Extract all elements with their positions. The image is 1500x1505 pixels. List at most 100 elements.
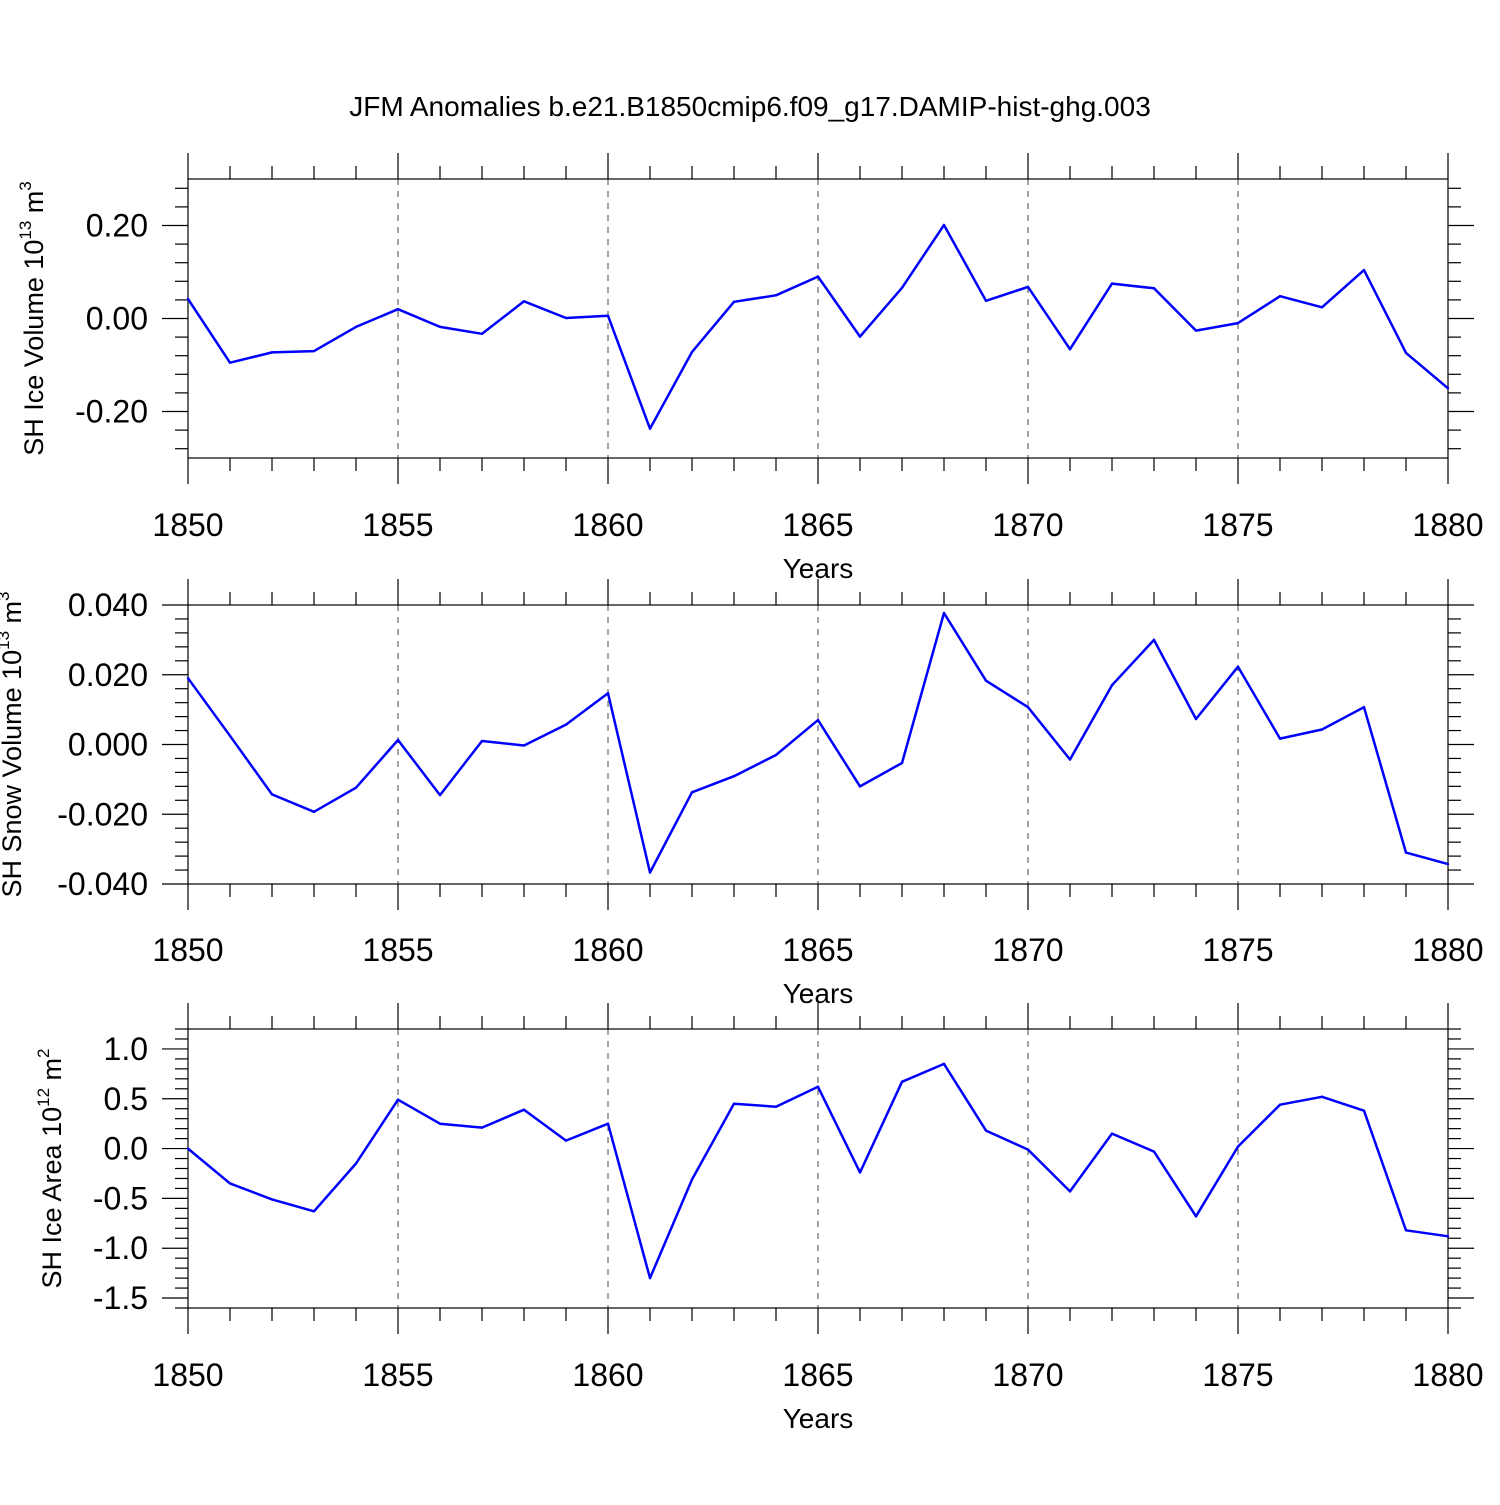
y-tick-label: -0.5 (93, 1180, 148, 1216)
data-point (186, 677, 190, 680)
data-point (984, 299, 988, 303)
data-point (900, 761, 904, 765)
data-point (1026, 705, 1030, 709)
data-point (1320, 1095, 1324, 1098)
data-point (606, 314, 610, 317)
x-axis-title: Years (783, 1403, 854, 1434)
panel-1: -0.20 0.00 0.20 1850 1855 1860 1865 1870 1875 188… (16, 153, 1484, 584)
data-point (1152, 638, 1156, 642)
data-point (438, 325, 442, 329)
data-point (438, 793, 442, 797)
data-point (522, 300, 526, 303)
data-point (606, 1122, 610, 1125)
data-point (354, 786, 358, 789)
data-point (1278, 737, 1282, 740)
data-point (816, 275, 820, 278)
x-tick-label: 1860 (572, 507, 643, 543)
data-point (186, 297, 190, 301)
data-point (1278, 294, 1282, 298)
y-tick-label: -0.020 (57, 796, 148, 832)
data-point (522, 744, 526, 747)
y-axis-title-unit-exponent: 3 (16, 181, 35, 190)
chart-panels: -0.20 0.00 0.20 1850 1855 1860 1865 1870 1875 188… (0, 153, 1484, 1434)
data-point (774, 1105, 778, 1108)
data-point (480, 739, 484, 743)
x-tick-label: 1860 (572, 1357, 643, 1393)
data-point (270, 1198, 274, 1201)
y-axis-title-unit-exponent: 2 (34, 1049, 53, 1058)
y-tick-label: -1.0 (93, 1230, 148, 1266)
data-point (816, 718, 820, 722)
data-point (396, 738, 400, 742)
data-point (858, 785, 862, 788)
data-point (606, 692, 610, 695)
data-point (564, 316, 568, 320)
x-tick-label: 1880 (1412, 507, 1483, 543)
data-point (1194, 717, 1198, 721)
data-point (1404, 351, 1408, 355)
data-point (1026, 1148, 1030, 1151)
data-point (648, 1276, 652, 1280)
data-point (312, 1210, 316, 1213)
x-tick-label: 1880 (1412, 1357, 1483, 1393)
data-point (228, 1182, 232, 1185)
data-point (1446, 387, 1450, 390)
data-point (774, 294, 778, 297)
y-axis-title: SH Ice Volume 1013 m3 (16, 181, 49, 456)
data-point (1110, 1132, 1114, 1135)
data-point (228, 734, 232, 737)
data-point (1068, 1190, 1072, 1193)
x-tick-label: 1860 (572, 932, 643, 968)
data-point (900, 1080, 904, 1084)
data-point (648, 427, 652, 430)
data-point (1026, 285, 1030, 289)
data-point (480, 1126, 484, 1129)
y-axis-title-main: SH Ice Area 10 (37, 1107, 67, 1289)
y-tick-label: -0.20 (75, 394, 148, 430)
data-point (1362, 268, 1366, 272)
data-point (858, 335, 862, 338)
data-point (816, 1085, 820, 1088)
y-tick-label: 0.20 (86, 208, 148, 244)
x-tick-label: 1870 (992, 932, 1063, 968)
x-tick-label: 1875 (1202, 932, 1273, 968)
y-tick-label: 0.0 (104, 1131, 148, 1167)
data-point (942, 611, 946, 615)
data-point (648, 871, 652, 874)
y-axis-title-main: SH Snow Volume 10 (0, 650, 27, 898)
data-point (690, 1178, 694, 1181)
data-point (1404, 851, 1408, 854)
data-point (1278, 1103, 1282, 1106)
data-point (186, 1147, 190, 1150)
data-point (732, 1102, 736, 1105)
data-point (1446, 862, 1450, 866)
y-tick-label: -0.040 (57, 866, 148, 902)
y-tick-label: 0.5 (104, 1081, 148, 1117)
x-tick-label: 1850 (152, 932, 223, 968)
data-point (1236, 665, 1240, 668)
y-axis-title-exponent: 12 (34, 1088, 53, 1107)
data-point (1152, 1150, 1156, 1153)
data-point (732, 300, 736, 303)
data-point (1068, 758, 1072, 761)
data-point (900, 286, 904, 290)
data-point (312, 810, 316, 814)
y-axis-title-exponent: 13 (0, 631, 13, 650)
x-tick-label: 1870 (992, 1357, 1063, 1393)
data-point (1404, 1229, 1408, 1232)
x-tick-label: 1875 (1202, 1357, 1273, 1393)
y-axis-title-unit-exponent: 3 (0, 591, 13, 600)
data-point (1362, 1109, 1366, 1112)
y-axis-title: SH Ice Area 1012 m2 (34, 1049, 67, 1289)
data-point (1362, 705, 1366, 709)
panel-3: -1.5 -1.0 -0.5 0.0 0.5 1.0 1850 1855 1860 1865 187… (34, 1003, 1484, 1434)
data-point (438, 1122, 442, 1125)
x-tick-label: 1865 (782, 932, 853, 968)
data-point (1320, 306, 1324, 309)
y-axis-title-unit: m (37, 1058, 67, 1088)
y-axis-title-unit: m (0, 601, 27, 631)
data-point (564, 1139, 568, 1142)
data-point (354, 1162, 358, 1165)
